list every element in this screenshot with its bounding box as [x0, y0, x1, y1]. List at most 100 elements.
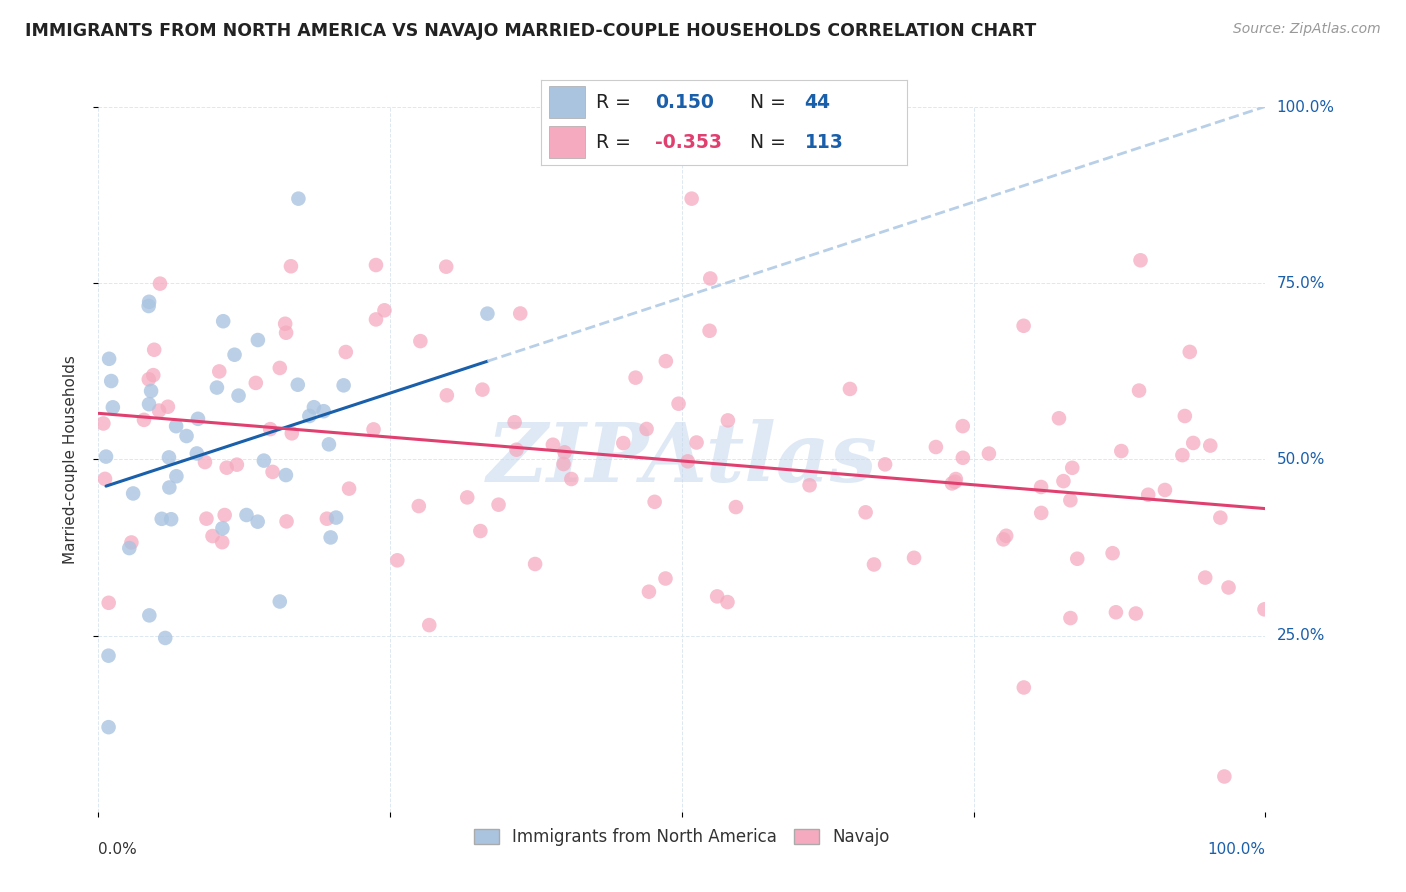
Point: [995, 529, 1018, 543]
Point: [477, 307, 499, 321]
Point: [364, 312, 387, 326]
Point: [654, 572, 676, 586]
Point: [434, 260, 457, 274]
Point: [1154, 483, 1177, 497]
Point: [335, 345, 357, 359]
Point: [706, 590, 728, 604]
Point: [1178, 344, 1201, 359]
Point: [142, 368, 165, 383]
Point: [1209, 510, 1232, 524]
Point: [488, 498, 510, 512]
Point: [471, 383, 494, 397]
Point: [636, 422, 658, 436]
Point: [319, 531, 342, 545]
Point: [638, 584, 661, 599]
Point: [875, 458, 897, 472]
Point: [302, 401, 325, 415]
Point: [717, 413, 740, 427]
Point: [157, 480, 180, 494]
Point: [100, 374, 122, 388]
Point: [685, 435, 707, 450]
Point: [612, 436, 634, 450]
Point: [269, 360, 291, 375]
Point: [138, 608, 160, 623]
Point: [269, 594, 291, 608]
Point: [1105, 605, 1128, 619]
Text: 113: 113: [804, 133, 844, 152]
Point: [941, 476, 963, 491]
Point: [373, 303, 395, 318]
Point: [93, 417, 115, 431]
Point: [716, 595, 738, 609]
Point: [281, 426, 304, 441]
Point: [149, 277, 172, 291]
Point: [245, 376, 267, 390]
Point: [160, 512, 183, 526]
Point: [246, 333, 269, 347]
Legend: Immigrants from North America, Navajo: Immigrants from North America, Navajo: [467, 822, 897, 853]
Point: [977, 446, 1000, 460]
Point: [1059, 611, 1081, 625]
Point: [205, 380, 228, 394]
Point: [1199, 439, 1222, 453]
Point: [1171, 448, 1194, 462]
Text: R =: R =: [596, 133, 631, 152]
Point: [211, 521, 233, 535]
Point: [855, 505, 877, 519]
Point: [1052, 474, 1074, 488]
Text: R =: R =: [596, 93, 631, 112]
Point: [298, 409, 321, 423]
Point: [644, 495, 666, 509]
Point: [224, 348, 246, 362]
Point: [1253, 602, 1275, 616]
Point: [1066, 551, 1088, 566]
Point: [262, 465, 284, 479]
Point: [194, 455, 217, 469]
Point: [436, 388, 458, 402]
Point: [274, 326, 297, 340]
Point: [1174, 409, 1197, 423]
Point: [1012, 681, 1035, 695]
Point: [97, 648, 120, 663]
Point: [138, 397, 160, 411]
Point: [724, 500, 747, 514]
Point: [287, 192, 309, 206]
Point: [456, 491, 478, 505]
Point: [246, 515, 269, 529]
Point: [1128, 384, 1150, 398]
Point: [315, 512, 337, 526]
Point: [1125, 607, 1147, 621]
Point: [138, 372, 160, 386]
Point: [280, 259, 302, 273]
Point: [1101, 546, 1123, 560]
Text: ZIPAtlas: ZIPAtlas: [486, 419, 877, 500]
Point: [952, 419, 974, 434]
Point: [903, 550, 925, 565]
Point: [505, 442, 527, 457]
Point: [208, 364, 231, 378]
Point: [668, 397, 690, 411]
Text: 25.0%: 25.0%: [1277, 628, 1324, 643]
Point: [155, 631, 177, 645]
Point: [138, 299, 160, 313]
Point: [187, 412, 209, 426]
Point: [943, 475, 966, 489]
Point: [211, 535, 233, 549]
Bar: [548, 87, 585, 119]
Point: [409, 334, 432, 348]
Point: [681, 192, 703, 206]
Point: [364, 258, 387, 272]
Point: [993, 533, 1015, 547]
Point: [201, 529, 224, 543]
Text: N =: N =: [749, 133, 786, 152]
Point: [1182, 436, 1205, 450]
Point: [655, 354, 678, 368]
Bar: [548, 126, 585, 158]
Point: [225, 458, 247, 472]
Point: [1129, 253, 1152, 268]
Point: [1031, 506, 1053, 520]
Point: [470, 524, 492, 538]
Point: [699, 324, 721, 338]
Point: [1062, 460, 1084, 475]
Point: [1194, 571, 1216, 585]
